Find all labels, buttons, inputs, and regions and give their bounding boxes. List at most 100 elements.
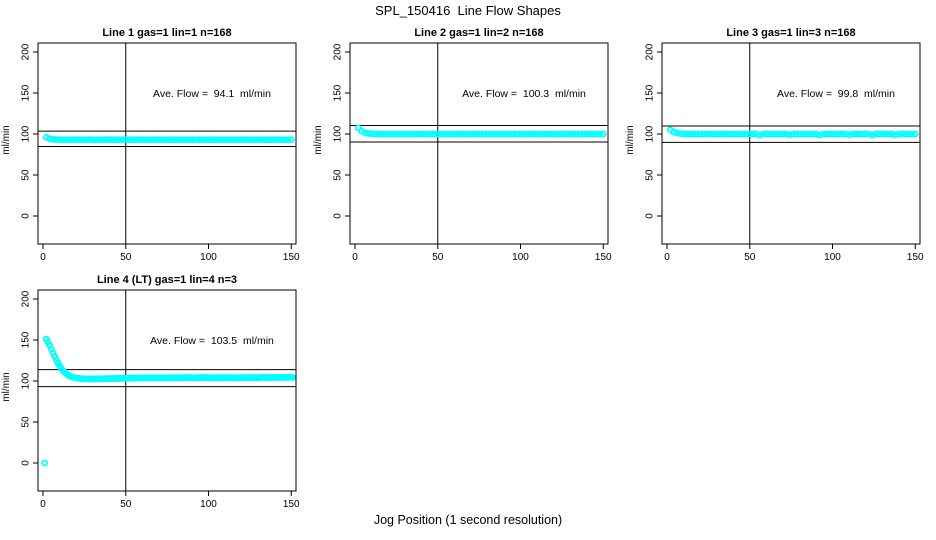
data-point <box>772 130 780 138</box>
data-point <box>447 130 455 138</box>
data-point <box>158 136 166 144</box>
data-point <box>434 130 442 138</box>
data-point <box>533 130 541 138</box>
plot-box <box>37 289 297 492</box>
data-point <box>407 130 415 138</box>
x-axis-title: Jog Position (1 second resolution) <box>373 513 563 527</box>
data-point <box>746 130 754 138</box>
y-tick-label: 100 <box>333 125 344 142</box>
average-flow-annotation: Ave. Flow = 100.3 ml/min <box>462 88 586 100</box>
data-point <box>536 130 544 138</box>
data-point <box>92 136 100 144</box>
data-point <box>474 130 481 138</box>
data-point <box>284 136 292 144</box>
data-point <box>848 130 856 138</box>
data-point <box>835 130 843 138</box>
data-point <box>467 130 475 138</box>
data-point <box>361 129 369 137</box>
data-point <box>251 136 259 144</box>
data-point <box>749 130 757 138</box>
x-tick-label: 0 <box>664 252 670 263</box>
data-point <box>155 136 163 144</box>
y-axis-unit-label: ml/min <box>1 125 12 154</box>
x-tick-label: 100 <box>824 252 841 263</box>
data-point <box>191 136 199 144</box>
data-point <box>414 130 422 138</box>
data-point <box>703 130 711 138</box>
data-point <box>756 131 764 139</box>
x-tick-label: 50 <box>120 252 132 263</box>
data-point <box>198 136 206 144</box>
x-tick-label: 150 <box>283 499 300 510</box>
data-point <box>374 130 382 138</box>
y-axis-unit-label: ml/min <box>1 372 12 401</box>
y-tick-label: 0 <box>645 213 656 219</box>
data-point <box>560 130 567 138</box>
data-point <box>165 136 173 144</box>
y-axis-unit-label: ml/min <box>313 125 324 154</box>
data-point <box>261 136 269 144</box>
data-point <box>171 136 179 144</box>
data-point <box>586 130 594 138</box>
data-point <box>868 131 876 139</box>
data-point <box>739 130 747 138</box>
data-point <box>178 136 186 144</box>
data-point <box>503 130 511 138</box>
x-tick-label: 0 <box>352 252 358 263</box>
data-point <box>573 130 581 138</box>
data-point <box>673 129 681 137</box>
data-point <box>82 136 90 144</box>
data-point <box>59 136 67 144</box>
x-tick-label: 100 <box>200 252 217 263</box>
data-point <box>676 130 684 137</box>
data-point <box>421 130 428 138</box>
data-point <box>686 130 694 138</box>
data-point <box>56 136 63 144</box>
data-point <box>162 136 169 144</box>
y-tick-label: 0 <box>21 213 32 219</box>
data-point <box>188 136 196 144</box>
y-tick-label: 50 <box>333 169 344 181</box>
data-point <box>769 130 777 138</box>
data-point <box>122 136 130 144</box>
data-point <box>885 130 893 138</box>
data-point <box>490 130 498 138</box>
data-point <box>683 130 691 138</box>
data-point <box>69 136 77 144</box>
panel-title: Line 2 gas=1 lin=2 n=168 <box>414 27 543 39</box>
data-point <box>115 136 123 144</box>
x-tick-label: 150 <box>907 252 924 263</box>
data-point <box>404 130 412 138</box>
data-point <box>822 130 830 138</box>
y-tick-label: 0 <box>333 213 344 219</box>
y-tick-label: 200 <box>645 43 656 60</box>
x-tick-label: 50 <box>120 499 132 510</box>
data-point <box>706 130 714 138</box>
figure-title: SPL_150416 Line Flow Shapes <box>375 3 561 18</box>
data-point <box>680 130 687 138</box>
data-point <box>66 136 73 144</box>
data-point <box>690 130 697 138</box>
data-series <box>354 124 607 138</box>
data-point <box>795 130 803 138</box>
data-point <box>832 130 840 138</box>
data-point <box>782 130 790 138</box>
average-flow-annotation: Ave. Flow = 103.5 ml/min <box>150 335 274 347</box>
data-point <box>729 130 737 138</box>
data-point <box>41 459 49 467</box>
panel-line-3-chart: 0 50 100 150 200 0 50 100 150 ml/min Line 3 gas=1 … <box>625 27 924 263</box>
data-point <box>277 136 285 144</box>
data-point <box>550 130 558 138</box>
data-point <box>145 136 153 144</box>
data-point <box>224 136 232 144</box>
data-point <box>670 128 678 136</box>
data-point <box>267 136 275 144</box>
data-point <box>891 131 899 139</box>
data-point <box>168 136 176 144</box>
data-point <box>527 130 534 138</box>
y-tick-label: 50 <box>21 416 32 428</box>
data-point <box>397 130 405 138</box>
data-point <box>368 130 375 138</box>
data-point <box>49 135 57 143</box>
data-point <box>119 136 126 144</box>
